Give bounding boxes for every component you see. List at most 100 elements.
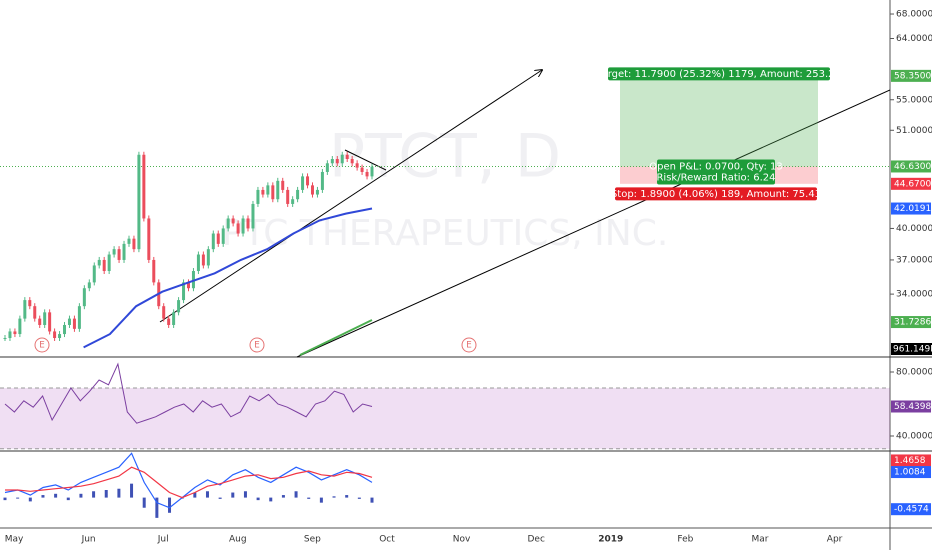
candle xyxy=(132,238,136,250)
candle xyxy=(77,306,81,329)
candle xyxy=(211,233,215,250)
candle xyxy=(58,334,62,339)
candle xyxy=(345,154,349,159)
candle xyxy=(365,171,369,177)
candle xyxy=(177,300,181,313)
earnings-label: E xyxy=(466,341,472,351)
macd-hist xyxy=(294,491,298,498)
candle xyxy=(306,176,310,186)
macd-label-bg xyxy=(891,503,931,516)
macd-hist xyxy=(41,495,45,498)
candle xyxy=(48,312,52,332)
price-label: 46.6300 xyxy=(894,162,931,172)
macd-hist xyxy=(155,497,159,518)
y-tick-label: 37.0000 xyxy=(896,255,932,265)
rsi-label: 58.4398 xyxy=(894,402,931,412)
macd-hist xyxy=(28,497,32,502)
trend-line xyxy=(299,319,373,356)
position-label: Open P&L: 0.0700, Qty: 13 xyxy=(649,161,782,172)
rsi-band xyxy=(0,388,890,449)
candle xyxy=(63,324,67,335)
macd-hist xyxy=(307,497,311,499)
price-label: 31.7286 xyxy=(894,318,931,328)
candle xyxy=(301,176,305,190)
candle xyxy=(167,318,171,325)
candle xyxy=(87,282,91,289)
rsi-line xyxy=(4,362,373,424)
macd-hist xyxy=(345,495,349,498)
macd-hist xyxy=(104,490,108,498)
macd-hist xyxy=(79,493,83,498)
candle xyxy=(330,158,334,164)
signal-line xyxy=(5,466,373,499)
candle xyxy=(13,331,17,335)
candle xyxy=(370,166,374,177)
candle xyxy=(8,331,12,339)
candle xyxy=(271,185,275,200)
candle xyxy=(72,318,76,329)
volume-label-bg xyxy=(891,343,932,355)
candle xyxy=(315,189,319,195)
macd-label: 1.0084 xyxy=(894,468,926,478)
earnings-label: E xyxy=(39,341,45,351)
rsi-label-bg xyxy=(891,400,931,413)
candle xyxy=(335,158,339,164)
price-label: 42.0191 xyxy=(894,204,931,214)
earnings-marker xyxy=(249,337,265,353)
y-tick-label: 34.0000 xyxy=(896,290,932,300)
price-label-bg xyxy=(891,69,931,82)
candle xyxy=(117,249,121,260)
macd-label: 1.4658 xyxy=(894,456,926,466)
macd-hist xyxy=(168,497,172,513)
position-label: Stop: 1.8900 (4.06%) 189, Amount: 75.43 xyxy=(611,189,821,200)
candle xyxy=(102,259,106,272)
candle xyxy=(3,338,7,340)
x-tick-label: Jun xyxy=(81,535,96,545)
macd-hist xyxy=(117,488,121,498)
earnings-marker xyxy=(461,337,477,353)
candle xyxy=(127,238,131,244)
macd-hist xyxy=(269,497,273,502)
candle xyxy=(355,163,359,168)
price-label: 58.3500 xyxy=(894,71,931,81)
macd-hist xyxy=(319,497,323,503)
candle xyxy=(152,259,156,283)
price-label-bg xyxy=(891,316,931,329)
candle xyxy=(350,158,354,164)
candle xyxy=(142,154,146,219)
macd-hist xyxy=(3,497,7,501)
candle xyxy=(172,312,176,325)
candle xyxy=(206,249,210,266)
macd-label: -0.4574 xyxy=(894,505,929,515)
price-label-bg xyxy=(891,160,931,173)
price-label: 44.6700 xyxy=(894,179,931,189)
candle xyxy=(291,199,295,204)
x-tick-label: Dec xyxy=(527,535,544,545)
x-tick-label: Nov xyxy=(453,535,471,545)
x-tick-label: Jul xyxy=(157,535,169,545)
candle xyxy=(162,306,166,319)
candle xyxy=(112,249,116,255)
candle xyxy=(310,185,314,195)
triangle-line xyxy=(344,149,387,171)
moving-average xyxy=(83,207,373,349)
y-tick-label: 80.0000 xyxy=(896,368,932,378)
x-tick-label: Apr xyxy=(827,535,843,545)
macd-line xyxy=(4,452,373,509)
candle xyxy=(236,223,240,234)
macd-hist xyxy=(66,497,70,501)
candle xyxy=(38,318,42,325)
candle xyxy=(23,300,27,319)
candle xyxy=(320,171,324,190)
candle xyxy=(97,259,101,266)
y-tick-label: 40.0000 xyxy=(896,432,932,442)
candle xyxy=(246,218,250,229)
candle xyxy=(201,254,205,266)
candle xyxy=(182,282,186,301)
candle xyxy=(18,318,22,335)
macd-hist xyxy=(130,483,134,498)
candle xyxy=(122,243,126,260)
position-label: Target: 11.7900 (25.32%) 1179, Amount: 2… xyxy=(596,69,841,80)
